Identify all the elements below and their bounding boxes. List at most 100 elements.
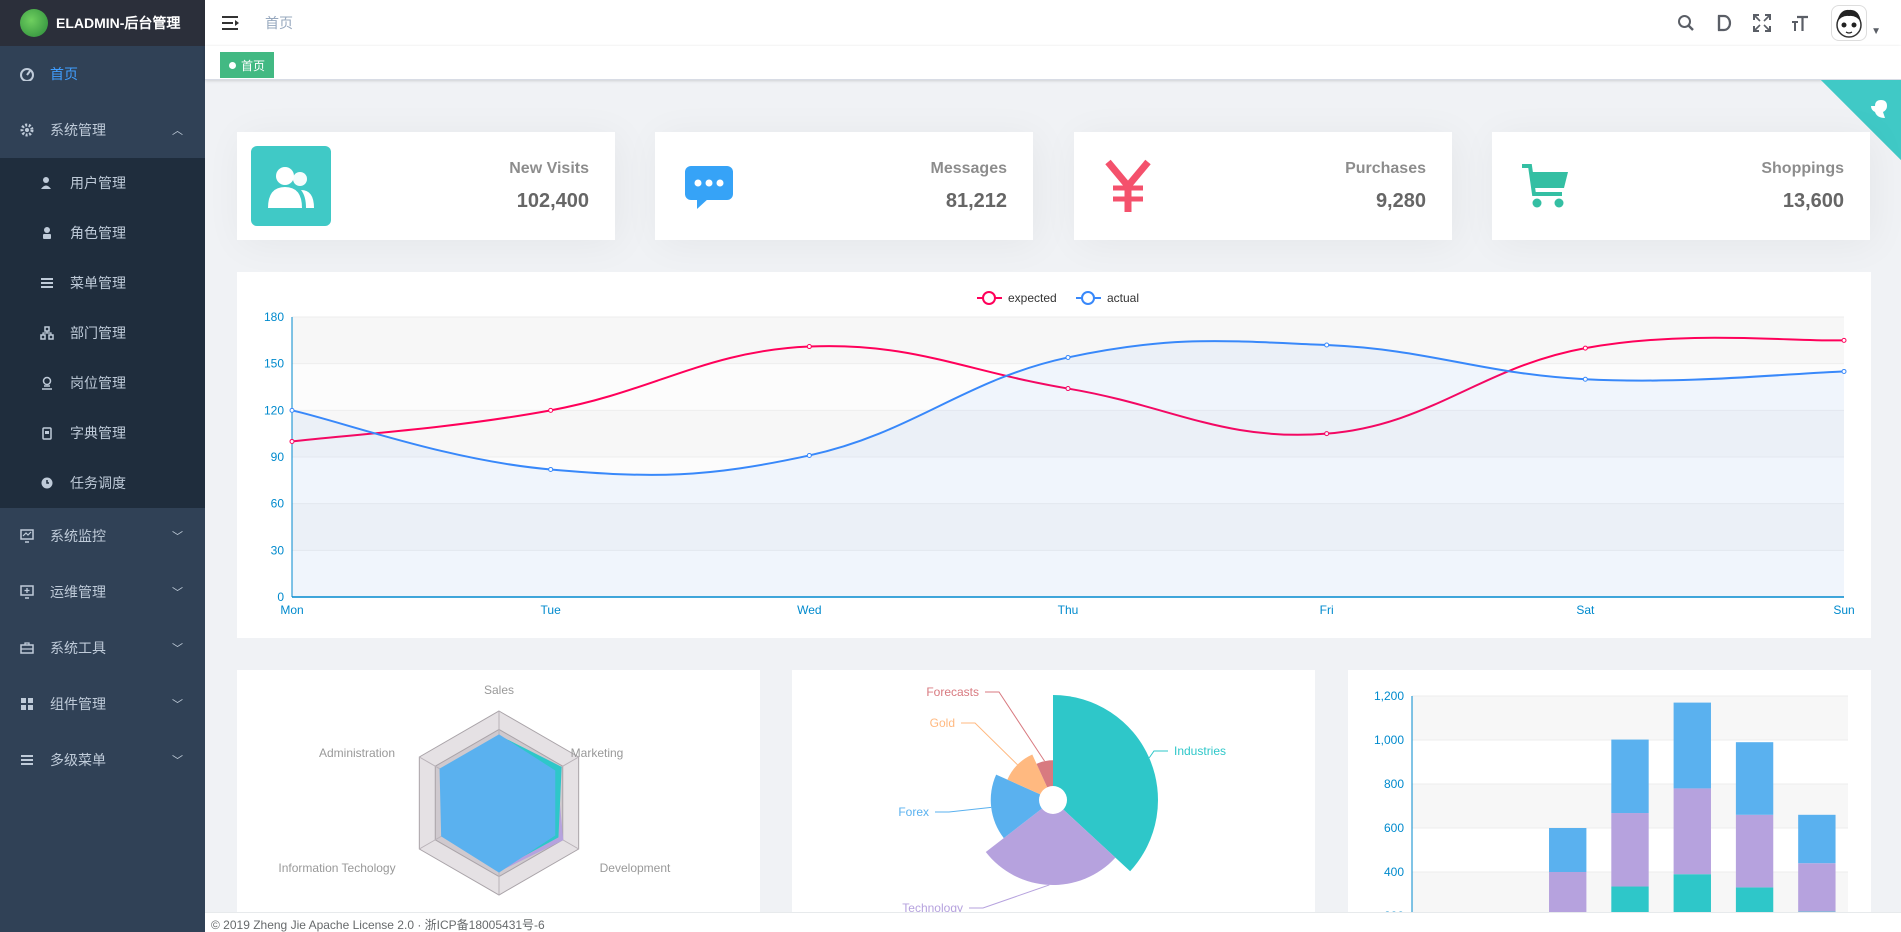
hamburger-icon[interactable] [221, 13, 241, 33]
line-chart-card: 0 30 60 90 120 150 180 Mon Tue Wed Thu Fri Sat Sun exp… [237, 272, 1871, 638]
sidebar-item-depts[interactable]: 部门管理 [0, 308, 205, 358]
panel-number: 102,400 [516, 189, 589, 212]
pie-label: Forecasts [926, 685, 979, 699]
x-tick-label: Sat [1576, 603, 1595, 617]
active-dot-icon [229, 61, 236, 69]
people-icon [251, 146, 331, 226]
x-tick-label: Thu [1058, 603, 1079, 617]
toolbox-icon [20, 641, 34, 655]
data-point-actual [1065, 354, 1071, 360]
sidebar-item-label: 系统监控 [50, 528, 106, 544]
sidebar-item-home[interactable]: 首页 [0, 46, 205, 102]
navbar: 首页 ▼ [205, 0, 1901, 46]
pie-label-line [969, 884, 1050, 909]
chevron-down-icon: ﹀ [172, 587, 183, 599]
dict-icon [40, 426, 54, 440]
radar-indicator-label: Sales [484, 683, 514, 697]
x-tick-label: Tue [541, 603, 562, 617]
bar-pageC [1549, 828, 1587, 872]
grid-band [292, 550, 1844, 597]
panel-number: 9,280 [1375, 189, 1426, 212]
docs-icon[interactable] [1705, 0, 1743, 46]
pie-label-line [935, 806, 992, 813]
pie-label-line [985, 691, 1045, 762]
sidebar-item-system[interactable]: 系统管理 ︿ [0, 102, 205, 158]
data-point-expected [1065, 386, 1071, 392]
tag-home[interactable]: 首页 [220, 52, 275, 78]
message-icon [669, 146, 749, 226]
cart-icon [1506, 146, 1586, 226]
chevron-down-icon: ﹀ [172, 531, 183, 543]
sidebar-item-label: 用户管理 [70, 175, 126, 191]
sidebar-item-nested[interactable]: 多级菜单 ﹀ [0, 732, 205, 788]
radar-indicator-label: Administration [319, 746, 395, 760]
chevron-down-icon: ﹀ [172, 699, 183, 711]
chevron-down-icon: ﹀ [172, 643, 183, 655]
caret-down-icon[interactable]: ▼ [1871, 25, 1881, 37]
pie-label: Gold [930, 716, 955, 730]
y-tick-label: 800 [1384, 777, 1404, 791]
brand[interactable]: ELADMIN-后台管理 [0, 0, 205, 46]
sidebar-item-jobs[interactable]: 任务调度 [0, 458, 205, 508]
panel-text: New Visits [509, 159, 589, 177]
sidebar-item-users[interactable]: 用户管理 [0, 158, 205, 208]
data-point-expected [548, 407, 554, 413]
sidebar-item-posts[interactable]: 岗位管理 [0, 358, 205, 408]
github-corner-icon[interactable] [1821, 80, 1901, 160]
fullscreen-icon[interactable] [1743, 0, 1781, 46]
bar-pageB [1735, 814, 1774, 888]
y-tick-label: 120 [264, 403, 284, 417]
legend-marker [1081, 291, 1095, 305]
sidebar-item-tools[interactable]: 系统工具 ﹀ [0, 620, 205, 676]
sidebar-item-monitor[interactable]: 系统监控 ﹀ [0, 508, 205, 564]
logo-icon [20, 9, 48, 37]
breadcrumb: 首页 [265, 15, 293, 31]
sidebar-item-dicts[interactable]: 字典管理 [0, 408, 205, 458]
legend-label: actual [1107, 291, 1139, 305]
panel-number: 81,212 [945, 189, 1007, 212]
panel-shoppings[interactable]: Shoppings 13,600 [1492, 132, 1870, 240]
data-point-expected [289, 438, 295, 444]
sidebar-item-label: 首页 [50, 66, 78, 82]
panel-description: Shoppings 13,600 [1761, 160, 1844, 213]
data-point-actual [1841, 368, 1847, 374]
bar-pageB [1549, 872, 1587, 916]
sidebar-item-label: 组件管理 [50, 696, 106, 712]
timer-icon [40, 476, 54, 490]
gear-icon [20, 123, 34, 137]
y-tick-label: 60 [271, 497, 285, 511]
panel-new-visits[interactable]: New Visits 102,400 [237, 132, 615, 240]
pie-hole [1039, 786, 1067, 814]
pie-chart-card: Industries Technology Forex Gold Forecasts [792, 670, 1315, 932]
panel-number: 13,600 [1782, 189, 1844, 212]
sidebar-item-ops[interactable]: 运维管理 ﹀ [0, 564, 205, 620]
x-tick-label: Mon [280, 603, 303, 617]
font-size-icon[interactable] [1781, 0, 1819, 46]
x-tick-label: Wed [797, 603, 821, 617]
pie-label-line [961, 722, 1018, 766]
panel-text: Messages [930, 159, 1008, 177]
sidebar-item-label: 岗位管理 [70, 375, 126, 391]
sidebar-item-label: 运维管理 [50, 584, 106, 600]
y-tick-label: 1,200 [1374, 689, 1404, 703]
panel-purchases[interactable]: Purchases 9,280 [1074, 132, 1452, 240]
data-point-actual [548, 466, 554, 472]
sidebar-item-roles[interactable]: 角色管理 [0, 208, 205, 258]
data-point-actual [1582, 376, 1588, 382]
user-icon [40, 176, 54, 190]
legend-marker [982, 291, 996, 305]
menu-icon [20, 753, 34, 767]
search-icon[interactable] [1667, 0, 1705, 46]
y-tick-label: 600 [1384, 821, 1404, 835]
pie-slice-industries [1053, 695, 1158, 872]
data-point-actual [806, 452, 812, 458]
sidebar-item-components[interactable]: 组件管理 ﹀ [0, 676, 205, 732]
brand-title: ELADMIN-后台管理 [56, 15, 181, 31]
panel-messages[interactable]: Messages 81,212 [655, 132, 1033, 240]
avatar[interactable] [1831, 5, 1868, 41]
sidebar-item-menus[interactable]: 菜单管理 [0, 258, 205, 308]
chevron-up-icon: ︿ [172, 125, 183, 137]
y-tick-label: 400 [1384, 865, 1404, 879]
bar-pageC [1673, 702, 1711, 789]
